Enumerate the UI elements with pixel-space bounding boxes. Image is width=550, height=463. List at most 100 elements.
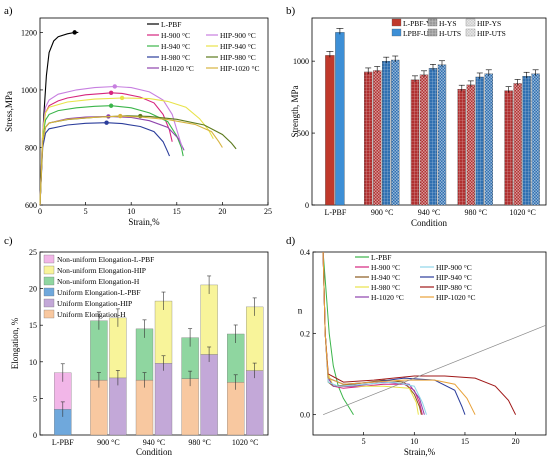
panel-label-c: c)	[4, 235, 13, 247]
y-axis-label-b: Strength, MPa	[290, 85, 300, 137]
y-axis-label-a: Stress,MPa	[4, 91, 14, 132]
series-marker-a	[104, 120, 109, 125]
legend-label-c: Non-uniform Elongation-HIP	[57, 266, 146, 275]
y-tick-label-a: 1200	[21, 28, 37, 37]
x-tick-label-b: 940 °C	[418, 208, 441, 217]
bar-nonuniform-c	[200, 284, 218, 355]
legend-label-a: H-1020 °C	[161, 64, 194, 73]
legend-label-d: HIP-1020 °C	[436, 293, 475, 302]
bar-pattern-b	[429, 68, 437, 205]
series-marker-a	[118, 113, 123, 119]
legend-label-b: H-UTS	[439, 29, 461, 38]
series-line-a	[39, 115, 223, 206]
x-tick-label-a: 20	[218, 207, 226, 216]
x-tick-label-b: 980 °C	[465, 208, 488, 217]
bar-pattern-b	[504, 90, 513, 205]
y-tick-label-b: 0	[305, 201, 309, 210]
series-line-a	[39, 122, 171, 206]
panel-d: d) n Strain,% 5 10 15 20 0.0 0.2 0.4 L-PBFH-900…	[286, 235, 547, 457]
legend-label-a: H-900 °C	[161, 31, 190, 40]
panel-label-b: b)	[286, 5, 296, 17]
legend-label-d: HIP-980 °C	[436, 283, 472, 292]
bar-uniform-c	[227, 382, 245, 436]
x-axis-label-d: Strain,%	[404, 447, 436, 457]
bar-nonuniform-c	[109, 317, 127, 379]
bar-pattern-b	[457, 89, 466, 205]
panel-label-d: d)	[286, 235, 296, 247]
legend-swatch-c	[43, 276, 55, 286]
legend-swatch-pattern-b	[466, 19, 475, 26]
series-line-a	[39, 97, 214, 206]
x-tick-label-c: 940 °C	[143, 438, 166, 447]
panel-b: b) Strength, MPa Condition 0 500 1000 L-PBF…	[286, 5, 547, 228]
legend-label-b: HIP-YS	[477, 19, 501, 28]
legend-swatch-c	[43, 298, 55, 308]
series-line-d	[322, 251, 476, 415]
legend-label-b: LPBF-UTS	[403, 29, 438, 38]
x-axis-label-b: Condition	[411, 218, 448, 228]
legend-label-d: L-PBF	[371, 253, 391, 262]
legend-label-c: Uniform Elongation-HIP	[57, 299, 132, 308]
legend-label-d: HIP-940 °C	[436, 273, 472, 282]
bar-pattern-b	[420, 74, 428, 205]
legend-label-c: Uniform Elongation-H	[57, 310, 126, 319]
panel-c: c) Elongation, % Condition 0 5 10 15 20 25 L-P…	[4, 235, 269, 457]
bar-pattern-b	[484, 73, 493, 205]
legend-label-c: Non-uniform Elongation-H	[57, 277, 140, 286]
y-tick-label-d: 0.4	[300, 248, 310, 257]
legend-label-b: HIP-UTS	[477, 29, 506, 38]
bar-uniform-c	[109, 377, 127, 436]
y-tick-label-d: 0.2	[300, 329, 310, 338]
legend-label-d: HIP-900 °C	[436, 263, 472, 272]
series-line-d	[322, 251, 354, 415]
x-axis-label-a: Strain,%	[128, 217, 160, 227]
x-tick-label-c: 900 °C	[97, 438, 120, 447]
series-marker-a	[119, 95, 125, 101]
y-tick-label-a: 1000	[21, 86, 37, 95]
legend-swatch-c	[43, 254, 55, 264]
y-tick-label-a: 800	[25, 143, 37, 152]
legend-label-b: H-YS	[439, 19, 457, 28]
bar-pattern-b	[466, 84, 475, 205]
legend-label-a: HIP-1020 °C	[220, 64, 259, 73]
legend-label-d: H-980 °C	[371, 283, 400, 292]
legend-label-a: HIP-900 °C	[220, 31, 256, 40]
bar-pattern-b	[391, 60, 400, 205]
x-tick-label-c: 980 °C	[188, 438, 211, 447]
legend-swatch-b	[391, 28, 402, 37]
series-marker-a	[108, 103, 114, 108]
x-tick-label-b: L-PBF	[325, 208, 347, 217]
y-axis-label-c: Elongation, %	[10, 317, 20, 369]
series-line-d	[322, 251, 517, 415]
y-tick-label-b: 500	[297, 129, 309, 138]
legend-label-a: HIP-940 °C	[220, 42, 256, 51]
plot-frame-a	[39, 17, 269, 206]
x-tick-label-b: 1020 °C	[509, 208, 536, 217]
legend-label-d: H-940 °C	[371, 273, 400, 282]
panel-label-a: a)	[4, 5, 13, 17]
legend-label-b: L-PBF-YS	[403, 19, 436, 28]
legend-swatch-pattern-b	[466, 29, 475, 36]
legend-label-d: H-900 °C	[371, 263, 400, 272]
series-line-a	[39, 115, 185, 206]
series-line-a	[39, 85, 183, 206]
x-tick-label-a: 10	[127, 207, 135, 216]
x-axis-label-c: Condition	[136, 447, 173, 457]
series-marker-a	[108, 90, 114, 96]
y-tick-label-c: 25	[29, 248, 37, 257]
x-tick-label-d: 5	[362, 437, 366, 446]
plot-frame-d	[312, 251, 547, 436]
legend-swatch-pattern-b	[428, 29, 437, 36]
x-tick-label-a: 15	[173, 207, 181, 216]
y-axis-label-d: n	[298, 306, 303, 316]
bar-uniform-c	[135, 379, 154, 436]
reference-line-d	[322, 324, 547, 416]
bar-pattern-b	[438, 64, 446, 205]
series-line-a	[39, 31, 79, 206]
bar-uniform-c	[154, 363, 173, 436]
panel-a: a) Stress,MPa Strain,% 0 5 10 15 20 25 600 800 1…	[4, 5, 272, 227]
legend-label-a: H-980 °C	[161, 53, 190, 62]
legend-swatch-b	[391, 18, 402, 27]
bar-pattern-b	[531, 73, 540, 205]
